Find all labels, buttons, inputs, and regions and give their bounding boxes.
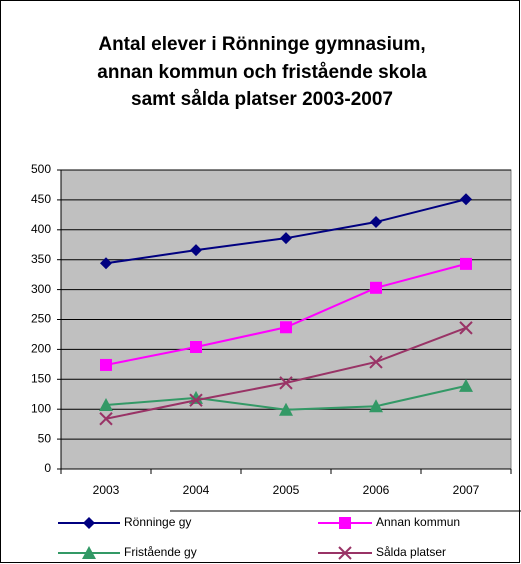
chart-title: samt sålda platser 2003-2007 xyxy=(131,89,393,110)
y-tick-label: 50 xyxy=(38,431,52,445)
x-tick-label: 2006 xyxy=(363,483,390,497)
legend-label: Annan kommun xyxy=(376,515,460,529)
x-tick-label: 2007 xyxy=(453,483,480,497)
x-tick-label: 2004 xyxy=(183,483,210,497)
marker xyxy=(460,257,472,270)
marker xyxy=(459,378,473,392)
y-tick-label: 150 xyxy=(31,371,51,385)
marker xyxy=(279,402,293,416)
chart-title: annan kommun och fristående skola xyxy=(97,62,427,83)
y-tick-label: 300 xyxy=(31,282,51,296)
marker xyxy=(459,321,473,335)
y-tick-label: 0 xyxy=(44,461,51,475)
marker xyxy=(279,376,293,390)
chart-title: Antal elever i Rönninge gymnasium, xyxy=(98,34,425,55)
marker xyxy=(370,281,382,294)
marker xyxy=(460,193,472,206)
y-tick-label: 200 xyxy=(31,342,51,356)
marker xyxy=(100,257,112,270)
x-tick-label: 2003 xyxy=(93,483,120,497)
marker xyxy=(99,398,113,412)
marker xyxy=(190,244,202,257)
y-tick-label: 350 xyxy=(31,252,51,266)
y-tick-label: 250 xyxy=(31,312,51,326)
marker xyxy=(280,321,292,334)
marker xyxy=(370,216,382,229)
legend-label: Sålda platser xyxy=(376,545,446,559)
legend-label: Rönninge gy xyxy=(124,515,191,529)
y-tick-label: 450 xyxy=(31,192,51,206)
y-tick-label: 100 xyxy=(31,401,51,415)
marker xyxy=(280,232,292,245)
marker xyxy=(189,393,203,407)
marker xyxy=(99,412,113,426)
marker xyxy=(83,517,95,529)
marker xyxy=(190,341,202,354)
y-tick-label: 400 xyxy=(31,222,51,236)
y-tick-label: 500 xyxy=(31,162,51,176)
marker xyxy=(369,355,383,369)
marker xyxy=(100,358,112,371)
marker xyxy=(339,517,351,529)
marker xyxy=(338,546,352,560)
x-tick-label: 2005 xyxy=(273,483,300,497)
marker xyxy=(82,546,96,559)
legend-label: Fristående gy xyxy=(124,545,197,559)
marker xyxy=(369,399,383,413)
